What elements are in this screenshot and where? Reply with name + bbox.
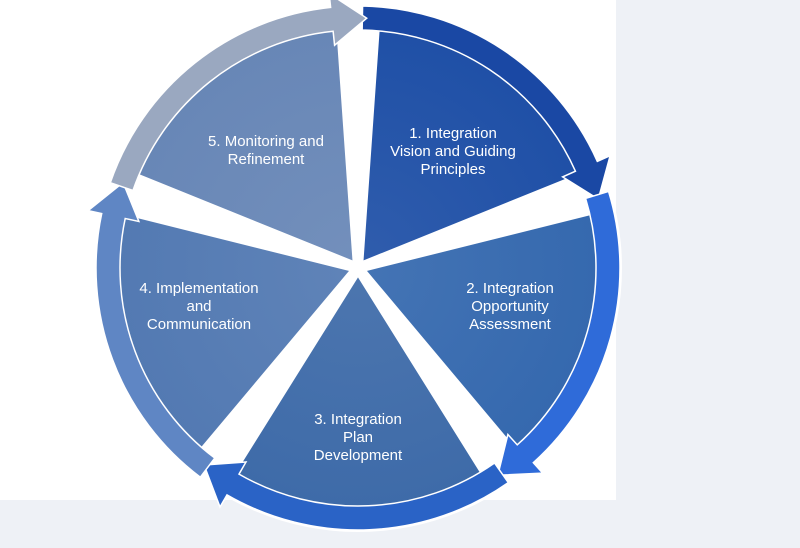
step-4-label: 4. Implementation and Communication (139, 280, 259, 333)
background-panel-right (616, 0, 800, 548)
step-3-label: 3. Integration Plan Development (313, 411, 403, 464)
step-1-label: 1. Integration Vision and Guiding Princi… (390, 125, 516, 178)
step-5-label: 5. Monitoring and Refinement (208, 133, 324, 168)
arrow-step-5 (109, 0, 368, 192)
step-2-label: 2. Integration Opportunity Assessment (466, 280, 554, 333)
